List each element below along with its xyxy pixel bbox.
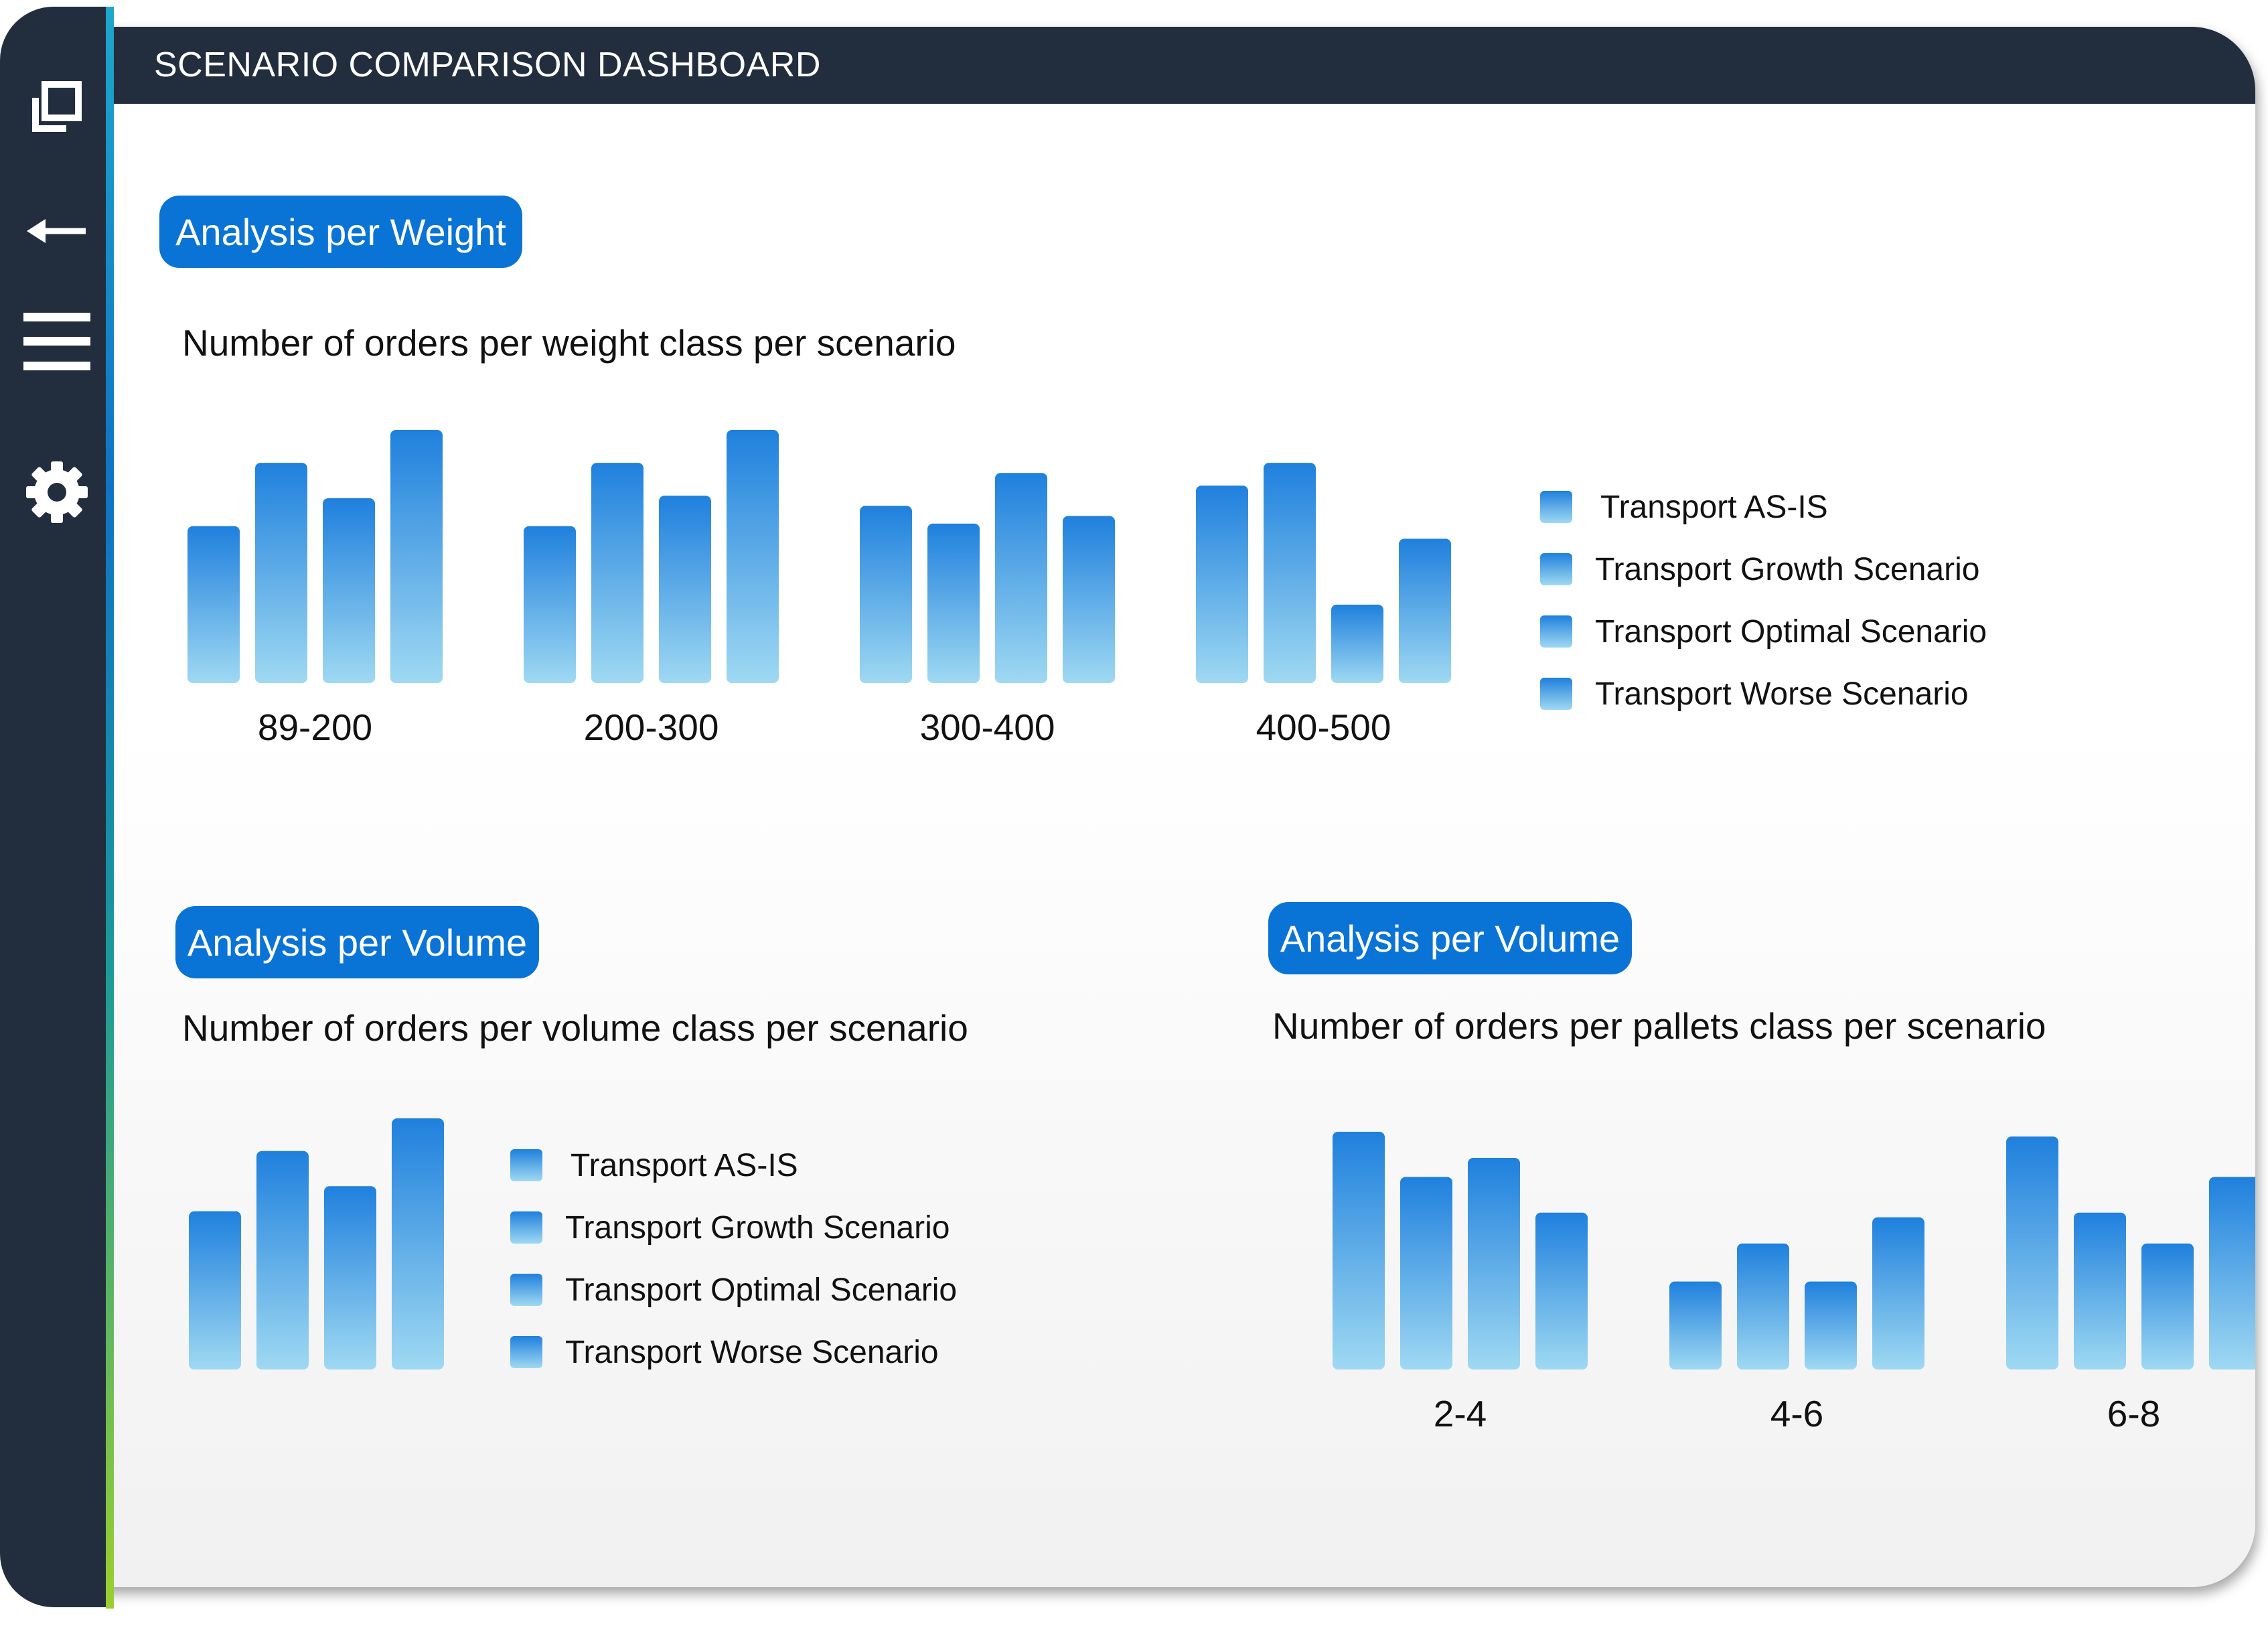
legend-swatch <box>1540 553 1572 585</box>
bar-200-300-series-3 <box>659 496 711 683</box>
legend-label: Transport Growth Scenario <box>565 1210 950 1246</box>
bar-6-8-series-4 <box>2209 1177 2255 1369</box>
category-label: 400-500 <box>1256 707 1391 748</box>
category-label: 2-4 <box>1434 1393 1487 1434</box>
bar-89-200-series-4 <box>390 430 443 683</box>
bar-total-series-2 <box>256 1151 309 1369</box>
analysis-pallets-tab[interactable]: Analysis per Volume <box>1268 902 1632 974</box>
bar-400-500-series-1 <box>1196 486 1248 683</box>
category-label: 300-400 <box>920 707 1055 748</box>
bar-4-6-series-1 <box>1669 1281 1722 1369</box>
bar-400-500-series-3 <box>1331 604 1383 683</box>
category-label: 200-300 <box>584 707 719 748</box>
legend-label: Transport Optimal Scenario <box>565 1272 958 1308</box>
weight-chart-subtitle: Number of orders per weight class per sc… <box>182 322 956 364</box>
legend-label: Transport Growth Scenario <box>1595 552 1980 587</box>
bar-2-4-series-2 <box>1400 1177 1452 1369</box>
bar-6-8-series-2 <box>2074 1212 2126 1369</box>
legend-swatch <box>510 1211 542 1244</box>
legend-swatch <box>1540 491 1572 523</box>
page-title: SCENARIO COMPARISON DASHBOARD <box>154 46 821 84</box>
bar-89-200-series-2 <box>255 463 307 683</box>
bar-4-6-series-2 <box>1737 1243 1789 1369</box>
bar-total-series-3 <box>324 1186 376 1369</box>
bar-89-200-series-3 <box>323 498 375 683</box>
bar-300-400-series-2 <box>927 523 980 683</box>
bar-2-4-series-4 <box>1535 1212 1588 1369</box>
legend-swatch <box>1540 678 1572 710</box>
sidebar <box>0 7 110 1607</box>
legend-label: Transport AS-IS <box>571 1148 798 1183</box>
category-label: 6-8 <box>2107 1393 2161 1434</box>
bar-6-8-series-1 <box>2006 1136 2058 1369</box>
window-icon[interactable] <box>20 70 94 144</box>
bar-4-6-series-4 <box>1872 1217 1924 1369</box>
menu-icon[interactable] <box>20 301 94 382</box>
sidebar-accent-bar <box>106 7 114 1609</box>
volume-chart-subtitle: Number of orders per volume class per sc… <box>182 1007 968 1049</box>
bar-total-series-4 <box>392 1118 444 1369</box>
category-label: 4-6 <box>1770 1393 1824 1434</box>
bar-89-200-series-1 <box>187 526 240 683</box>
pallets-chart-subtitle: Number of orders per pallets class per s… <box>1272 1005 2046 1047</box>
legend-swatch <box>510 1149 542 1181</box>
legend-label: Transport Worse Scenario <box>565 1335 939 1370</box>
legend-label: Transport Worse Scenario <box>1595 676 1969 712</box>
volume-bar-chart <box>189 1118 444 1369</box>
analysis-volume-tab[interactable]: Analysis per Volume <box>175 906 539 978</box>
bar-300-400-series-4 <box>1063 516 1115 683</box>
gear-icon[interactable] <box>20 452 94 532</box>
legend-label: Transport Optimal Scenario <box>1595 614 1987 650</box>
bar-300-400-series-3 <box>995 473 1047 683</box>
bar-2-4-series-1 <box>1333 1132 1385 1369</box>
bar-400-500-series-4 <box>1399 538 1451 683</box>
category-label: 89-200 <box>258 707 372 748</box>
bar-300-400-series-1 <box>860 506 912 683</box>
bar-200-300-series-1 <box>524 526 576 683</box>
weight-bar-chart: 89-200 200-300 300-400 400-500 <box>187 430 1451 748</box>
analysis-weight-tab[interactable]: Analysis per Weight <box>159 196 522 268</box>
dashboard-window: SCENARIO COMPARISON DASHBOARD Analysis p… <box>100 27 2255 1587</box>
back-arrow-icon[interactable] <box>20 194 94 268</box>
legend-swatch <box>510 1274 542 1306</box>
header-bar: SCENARIO COMPARISON DASHBOARD <box>100 27 2255 104</box>
bar-6-8-series-3 <box>2141 1243 2194 1369</box>
pallets-bar-chart: 2-4 4-6 6-8 <box>1333 1132 2255 1434</box>
bar-200-300-series-4 <box>727 430 779 683</box>
bar-200-300-series-2 <box>591 463 644 683</box>
bar-4-6-series-3 <box>1805 1281 1857 1369</box>
legend-swatch <box>1540 615 1572 648</box>
bar-total-series-1 <box>189 1211 241 1369</box>
legend-swatch <box>510 1336 542 1368</box>
bar-2-4-series-3 <box>1468 1158 1520 1369</box>
legend-label: Transport AS-IS <box>1600 490 1828 525</box>
bar-400-500-series-2 <box>1264 463 1316 683</box>
